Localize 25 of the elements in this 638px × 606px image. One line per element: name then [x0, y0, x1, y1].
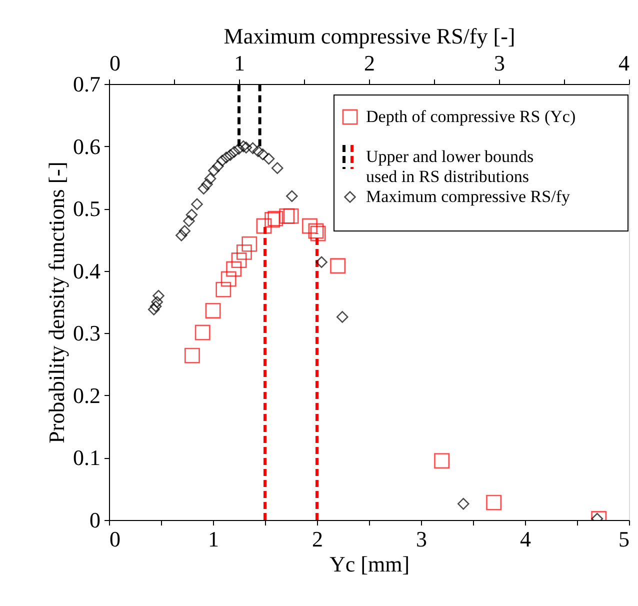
x2-tick-label: 1 — [234, 50, 245, 76]
x-tick-label: 1 — [208, 526, 219, 552]
x-tick-label: 5 — [618, 526, 630, 552]
x2-tick-label: 0 — [110, 50, 120, 76]
x-axis-title: Yc [mm] — [329, 552, 410, 576]
x-tick-label: 3 — [416, 526, 427, 552]
legend-label: Upper and lower bounds used in RS distributions — [366, 147, 534, 186]
y-tick-label: 0.3 — [73, 320, 100, 346]
y-tick-label: 0.1 — [73, 445, 100, 470]
x-tick-label: 2 — [312, 526, 323, 552]
x2-tick-label: 3 — [494, 50, 505, 76]
x-tick-label: 0 — [110, 526, 120, 552]
x2-axis-title: Maximum compressive RS/fy [-] — [224, 24, 516, 48]
y-tick-label: 0.4 — [73, 258, 100, 284]
x-tick-label: 4 — [520, 526, 531, 552]
y-tick-label: 0.6 — [73, 134, 100, 159]
x2-tick-label: 2 — [364, 50, 375, 76]
x2-tick-label: 4 — [618, 50, 630, 76]
y-tick-label: 0.5 — [73, 196, 100, 222]
y-axis-title: Probability density functions [-] — [44, 162, 69, 444]
legend-label: Depth of compressive RS (Yc) — [366, 107, 576, 126]
y-tick-label: 0.2 — [73, 382, 100, 408]
legend-label: Maximum compressive RS/fy — [366, 187, 570, 206]
y-tick-label: 0 — [90, 508, 100, 532]
y-tick-label: 0.7 — [73, 72, 100, 96]
